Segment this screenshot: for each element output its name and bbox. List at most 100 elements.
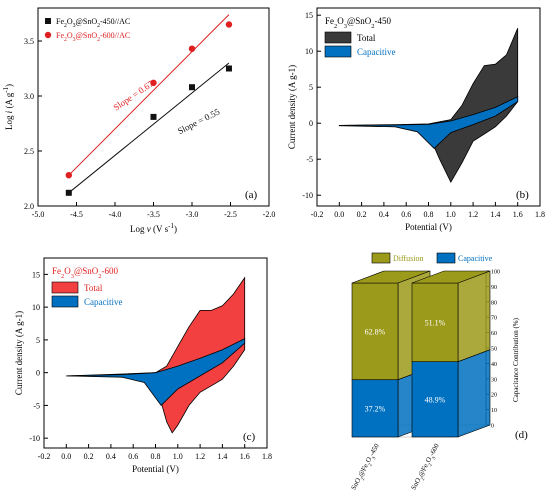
panel-d-legend-label-capacitive: Capacitive (458, 254, 493, 263)
panel-a-point-450 (225, 65, 232, 72)
panel-d-legend-label-diffusion: Diffusion (393, 254, 424, 263)
panel-b-y-tick-label: 15 (305, 11, 313, 20)
panel-a-x-tick-label: -5.0 (32, 210, 45, 219)
panel-c-y-tick-label: 10 (32, 303, 40, 312)
panel-a-label: (a) (245, 189, 258, 201)
panel-d-category-label: SnO2@Fe2O3-450 (350, 442, 384, 493)
panel-b-y-tick-label: 10 (305, 47, 313, 56)
panel-c-x-tick-label: 1.0 (173, 452, 183, 461)
panel-d-bar-450-diffusion-value-label: 62.8% (365, 327, 386, 336)
panel-a-fit-line-450 (68, 62, 230, 194)
panel-b-x-tick-label: -0.2 (311, 210, 324, 219)
panel-c-y-tick-label: -5 (33, 401, 40, 410)
panel-d-bar-600-capacitive-front (411, 361, 459, 438)
panel-d-z-tick-label: 20 (491, 393, 497, 399)
panel-a-slope-label-black: Slope = 0.55 (176, 106, 222, 136)
panel-c-x-tick-label: 0.4 (106, 452, 116, 461)
panel-b-capacitive-area (338, 95, 519, 149)
panel-c-capacitive-area (66, 337, 246, 407)
panel-a-x-axis-label: Log v (V s-1) (130, 222, 177, 234)
panel-c-x-tick-label: 1.8 (262, 452, 272, 461)
panel-d-bar-600-capacitive-side (457, 349, 491, 438)
panel-a-point-600 (188, 45, 196, 52)
panel-a-y-tick-label: 2.5 (24, 147, 34, 156)
panel-c-total-area (66, 276, 246, 434)
panel-a-x-tick-label: -3.0 (186, 210, 199, 219)
panel-b-y-tick-label: -10 (302, 191, 313, 200)
panel-b-x-tick-label: 1.0 (446, 210, 456, 219)
panel-c-x-tick-label: 0.2 (84, 452, 94, 461)
panel-d-z-axis-label: Capacitance Contribution (%) (512, 317, 520, 402)
panel-b-x-tick-label: 0.2 (357, 210, 367, 219)
panel-c-y-tick-label: 15 (32, 270, 40, 279)
panel-b-label: (b) (516, 189, 529, 201)
panel-a-legend-label-450: Fe2O3@SnO2-450//AC (56, 17, 130, 29)
panel-b-x-axis-label: Potential (V) (405, 222, 452, 232)
panel-a-y-tick-label: 3.5 (24, 37, 34, 46)
panel-b-x-tick-label: 1.4 (490, 210, 500, 219)
panel-a-legend-label-600: Fe2O3@SnO2-600//AC (56, 31, 130, 43)
panel-d-z-tick-label: 60 (491, 331, 497, 337)
panel-a-point-600 (65, 172, 73, 179)
panel-a-x-tick-label: -2.5 (224, 210, 237, 219)
panel-c-x-tick-label: -0.2 (38, 452, 51, 461)
panel-a-y-axis-label: Log i (A g-1) (2, 84, 14, 130)
panel-a-x-tick-label: -2.0 (263, 210, 276, 219)
panel-d-bar-450-capacitive-value-label: 37.2% (365, 404, 386, 413)
panel-a-point-600 (150, 79, 157, 87)
panel-a-point-450 (65, 189, 72, 196)
panel-d-bar-450-top-face (351, 270, 431, 284)
panel-a-x-tick-label: -4.0 (109, 210, 122, 219)
panel-b-x-tick-label: 1.8 (535, 210, 545, 219)
panel-d-legend-swatch-capacitive (436, 252, 456, 264)
panel-c-legend-label-total: Total (84, 283, 103, 293)
panel-a-y-tick-label: 2.0 (24, 202, 34, 211)
panel-b-x-tick-label: 0.0 (334, 210, 344, 219)
panel-b-title: Fe2O3@SnO2-450 (325, 16, 391, 30)
panel-a-log-current-vs-log-scan-rate: -5.0 -4.5 -4.0 -3.5 -3.0 -2.5 -2.0 2.0 2.5 3.0 3.5… (2, 7, 276, 234)
panel-c-y-tick-label: 5 (36, 336, 40, 345)
panel-b-x-tick-label: 0.8 (424, 210, 434, 219)
panel-b-legend-swatch-capacitive (324, 45, 352, 58)
panel-b-x-tick-label: 0.4 (379, 210, 389, 219)
panel-c-legend-swatch-total (51, 281, 79, 294)
panel-d-stacked-contribution-bars: 0 10 20 30 40 50 60 70 80 90 100 Capacitance Contri… (350, 252, 528, 493)
panel-c-x-axis-label: Potential (V) (132, 464, 179, 474)
panel-d-z-tick-label: 70 (491, 316, 497, 322)
panel-d-bar-450-capacitive-front (351, 379, 399, 438)
panel-c-x-tick-label: 0.8 (151, 452, 161, 461)
panel-c-y-tick-label: 0 (36, 369, 40, 378)
panel-c-x-tick-label: 1.2 (195, 452, 205, 461)
panel-d-z-tick-label: 50 (491, 347, 497, 353)
panel-b-x-tick-label: 0.6 (401, 210, 411, 219)
panel-c-x-tick-label: 1.6 (240, 452, 250, 461)
panel-d-category-label: SnO2@Fe2O3-600 (410, 442, 444, 493)
panel-c-x-tick-label: 1.4 (217, 452, 227, 461)
panel-c-x-tick-label: 0.6 (128, 452, 138, 461)
panel-a-legend-marker-600 (44, 31, 52, 39)
panel-c-title: Fe2O3@SnO2-600 (52, 266, 118, 280)
panel-d-z-tick-label: 90 (491, 285, 497, 291)
panel-b-x-tick-label: 1.2 (468, 210, 478, 219)
panel-c-label: (c) (243, 431, 256, 443)
panel-a-point-450 (150, 113, 157, 120)
panel-c-cv-600: -0.2 0.0 0.2 0.4 0.6 0.8 1.0 1.2 1.4 1.6 1.8 -10 -5 0… (14, 257, 272, 474)
panel-d-bar-600-capacitive-value-label: 48.9% (425, 395, 446, 404)
panel-d-z-tick-label: 30 (491, 377, 497, 383)
panel-c-legend-label-capacitive: Capacitive (84, 297, 122, 307)
panel-d-z-tick-label: 40 (491, 362, 497, 368)
panel-d-z-tick-label: 0 (491, 424, 494, 430)
panel-c-y-axis-label: Current density (A g-1) (14, 311, 24, 395)
panel-a-point-450 (189, 84, 195, 91)
panel-b-y-tick-label: 0 (309, 119, 313, 128)
panel-d-bar-600-top-face (411, 270, 491, 284)
panel-d-z-tick-label: 100 (491, 270, 500, 276)
panel-a-point-600 (225, 21, 233, 28)
panel-b-y-tick-label: 5 (309, 83, 313, 92)
panel-a-fit-line-600 (68, 14, 230, 176)
panel-b-y-tick-label: -5 (306, 155, 313, 164)
panel-d-bar-600-diffusion-value-label: 51.1% (425, 318, 446, 327)
panel-a-legend-marker-450 (45, 18, 51, 24)
panel-d-bar-600-diffusion-front (411, 282, 459, 362)
